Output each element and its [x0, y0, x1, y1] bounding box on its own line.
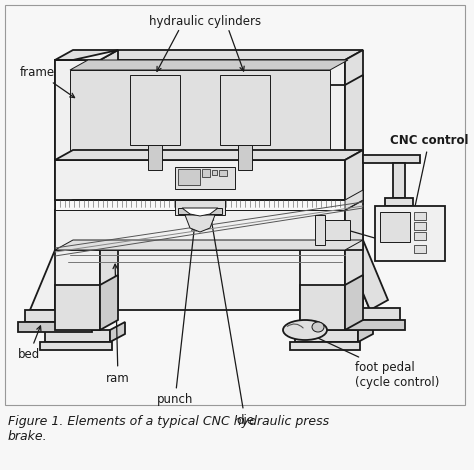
Bar	[178, 208, 222, 214]
Polygon shape	[345, 150, 363, 200]
Polygon shape	[30, 250, 370, 310]
Bar	[414, 222, 426, 230]
Polygon shape	[70, 70, 330, 150]
Polygon shape	[335, 320, 405, 330]
Polygon shape	[55, 160, 345, 200]
Bar	[5, 5, 465, 405]
Polygon shape	[100, 50, 118, 320]
Bar	[380, 212, 410, 242]
Polygon shape	[345, 200, 363, 250]
Bar	[148, 145, 162, 170]
Polygon shape	[55, 210, 345, 250]
Text: back gauge: back gauge	[344, 228, 444, 254]
Text: ram: ram	[106, 264, 130, 384]
Polygon shape	[18, 322, 92, 332]
Ellipse shape	[283, 320, 327, 340]
Polygon shape	[55, 200, 363, 210]
Polygon shape	[55, 50, 118, 60]
Bar	[315, 215, 325, 245]
Text: hydraulic cylinders: hydraulic cylinders	[149, 16, 261, 29]
Text: frame: frame	[20, 65, 74, 98]
Bar	[393, 163, 405, 198]
Bar	[238, 145, 252, 170]
Text: die: die	[209, 216, 254, 426]
Bar	[175, 200, 225, 215]
Polygon shape	[55, 150, 363, 160]
Bar	[414, 245, 426, 253]
Polygon shape	[295, 330, 358, 342]
Polygon shape	[345, 275, 363, 330]
Bar	[385, 198, 413, 206]
Polygon shape	[345, 50, 363, 160]
Bar	[212, 170, 217, 175]
Polygon shape	[55, 50, 363, 60]
Polygon shape	[358, 322, 373, 342]
Bar	[175, 167, 235, 189]
Polygon shape	[182, 208, 218, 216]
Polygon shape	[55, 60, 100, 320]
Polygon shape	[345, 240, 388, 310]
Polygon shape	[100, 275, 118, 330]
Bar	[178, 169, 200, 185]
Text: CNC control: CNC control	[390, 133, 468, 226]
Polygon shape	[340, 308, 400, 320]
Polygon shape	[25, 310, 85, 322]
Polygon shape	[290, 342, 360, 350]
Bar	[202, 169, 210, 177]
Polygon shape	[40, 342, 112, 350]
Bar	[320, 220, 350, 240]
Polygon shape	[55, 60, 345, 160]
Polygon shape	[110, 322, 125, 342]
Polygon shape	[185, 215, 215, 232]
Bar	[414, 232, 426, 240]
Polygon shape	[300, 85, 345, 320]
Bar	[414, 212, 426, 220]
Polygon shape	[363, 155, 420, 163]
Polygon shape	[45, 330, 110, 342]
Text: Figure 1. Elements of a typical CNC hydraulic press
brake.: Figure 1. Elements of a typical CNC hydr…	[8, 415, 329, 443]
Polygon shape	[300, 285, 345, 330]
Polygon shape	[345, 75, 363, 320]
Bar	[220, 75, 270, 145]
Bar	[130, 75, 180, 145]
Text: punch: punch	[157, 226, 196, 407]
Polygon shape	[55, 200, 345, 210]
Text: bed: bed	[18, 326, 41, 361]
Bar	[375, 206, 445, 261]
Polygon shape	[55, 240, 363, 250]
Text: foot pedal
(cycle control): foot pedal (cycle control)	[309, 334, 439, 389]
Ellipse shape	[312, 322, 324, 332]
Polygon shape	[55, 285, 100, 330]
Polygon shape	[345, 190, 363, 210]
Polygon shape	[70, 60, 348, 70]
Bar	[219, 170, 227, 176]
